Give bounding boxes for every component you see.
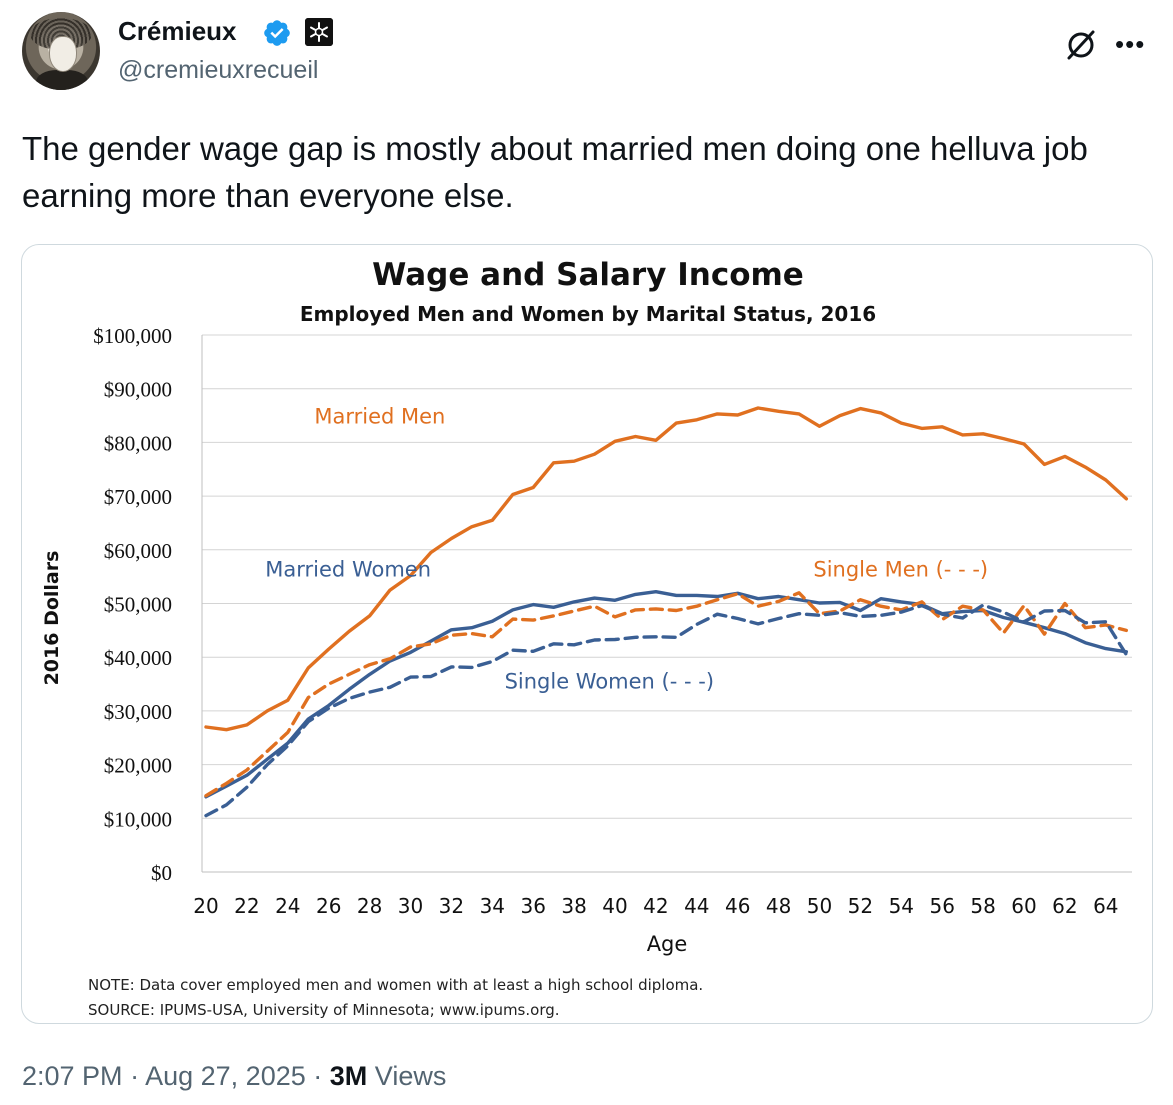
chart: Wage and Salary Income Employed Men and …: [41, 257, 1132, 1019]
chart-title: Wage and Salary Income: [372, 257, 804, 293]
x-tick-label: 32: [439, 894, 464, 918]
tweet-media-chart[interactable]: Wage and Salary Income Employed Men and …: [21, 244, 1153, 1024]
x-tick-label: 44: [684, 894, 709, 918]
y-tick-label: $100,000: [93, 324, 172, 348]
series-line-single-men: [204, 591, 1129, 798]
affiliation-badge-icon[interactable]: [305, 18, 333, 46]
y-tick-label: $10,000: [104, 807, 172, 831]
x-tick-label: 24: [275, 894, 300, 918]
x-tick-label: 46: [725, 894, 750, 918]
y-tick-label: $90,000: [104, 378, 172, 402]
x-tick-label: 52: [848, 894, 873, 918]
y-axis-title: 2016 Dollars: [41, 551, 63, 686]
chart-source: SOURCE: IPUMS-USA, University of Minneso…: [88, 1001, 560, 1019]
x-tick-label: 58: [970, 894, 995, 918]
series-label: Married Women: [265, 558, 431, 582]
y-tick-label: $70,000: [104, 485, 172, 509]
x-tick-label: 40: [602, 894, 627, 918]
x-tick-label: 28: [357, 894, 382, 918]
series-line-married-men: [204, 406, 1129, 732]
y-tick-label: $40,000: [104, 646, 172, 670]
y-tick-label: $60,000: [104, 539, 172, 563]
tweet-meta: 2:07 PM · Aug 27, 2025 · 3M Views: [22, 1061, 447, 1091]
x-tick-label: 36: [520, 894, 545, 918]
x-tick-label: 20: [193, 894, 218, 918]
x-tick-label: 30: [398, 894, 423, 918]
tweet-text: The gender wage gap is mostly about marr…: [22, 130, 1088, 214]
series-line-single-women: [204, 603, 1129, 818]
x-tick-label: 34: [480, 894, 505, 918]
x-tick-label: 22: [234, 894, 259, 918]
x-tick-label: 64: [1093, 894, 1118, 918]
y-tick-label: $20,000: [104, 754, 172, 778]
views-label: Views: [374, 1061, 447, 1091]
grok-icon[interactable]: [1064, 28, 1098, 62]
series-label: Single Women (- - -): [505, 669, 714, 693]
x-axis-title: Age: [647, 932, 688, 956]
series-line-married-women: [204, 590, 1129, 799]
y-tick-label: $80,000: [104, 431, 172, 455]
x-tick-label: 26: [316, 894, 341, 918]
x-tick-label: 38: [561, 894, 586, 918]
y-tick-label: $50,000: [104, 593, 172, 617]
chart-subtitle: Employed Men and Women by Marital Status…: [300, 302, 876, 326]
series-label: Single Men (- - -): [813, 558, 988, 582]
more-icon[interactable]: •••: [1115, 29, 1146, 59]
x-tick-label: 62: [1052, 894, 1077, 918]
author-name[interactable]: Crémieux: [118, 16, 237, 46]
chart-note: NOTE: Data cover employed men and women …: [88, 976, 703, 994]
verified-badge-icon: [264, 20, 290, 46]
x-tick-label: 56: [929, 894, 954, 918]
x-tick-label: 60: [1011, 894, 1036, 918]
x-tick-label: 42: [643, 894, 668, 918]
tweet-date[interactable]: Aug 27, 2025: [145, 1061, 306, 1091]
views-count: 3M: [329, 1061, 368, 1091]
author-handle[interactable]: @cremieuxrecueil: [118, 56, 319, 84]
y-tick-label: $30,000: [104, 700, 172, 724]
author-avatar[interactable]: [22, 12, 100, 90]
x-tick-label: 54: [889, 894, 914, 918]
x-tick-label: 48: [766, 894, 791, 918]
y-tick-label: $0: [151, 861, 172, 885]
tweet-time[interactable]: 2:07 PM: [22, 1061, 123, 1091]
series-label: Married Men: [314, 405, 445, 429]
x-tick-label: 50: [807, 894, 832, 918]
